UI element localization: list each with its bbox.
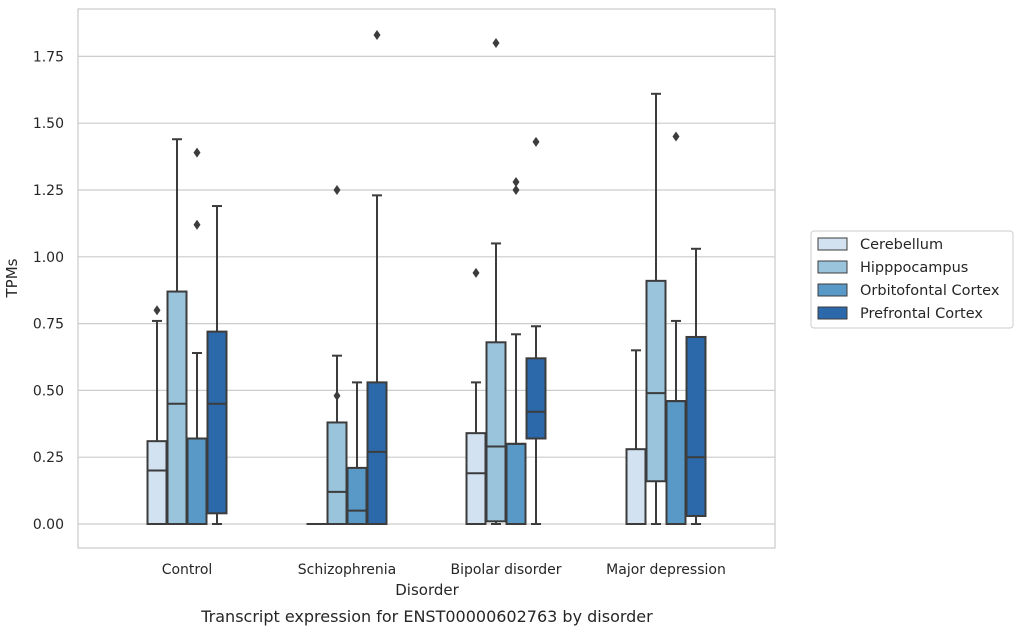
- box-iqr: [625, 448, 647, 525]
- box-iqr: [465, 432, 487, 526]
- x-tick-label: Schizophrenia: [298, 562, 396, 578]
- box-hipppocampus: [326, 185, 348, 525]
- outlier-point: [373, 30, 381, 41]
- outlier-point: [492, 38, 500, 49]
- outlier-point: [193, 219, 201, 230]
- outlier-point: [512, 176, 520, 187]
- legend-swatch: [817, 237, 848, 251]
- box-iqr: [685, 335, 707, 517]
- box-iqr: [166, 290, 188, 526]
- outlier-point: [672, 131, 680, 142]
- box-iqr: [665, 400, 687, 526]
- box-iqr: [525, 357, 547, 440]
- box-cerebellum: [465, 267, 487, 526]
- box-iqr: [146, 440, 168, 525]
- box-iqr: [366, 381, 388, 525]
- box-iqr: [505, 442, 527, 525]
- legend-swatch: [817, 260, 848, 274]
- outlier-point: [472, 267, 480, 278]
- legend-swatch: [817, 306, 848, 320]
- outlier-point: [153, 305, 161, 316]
- y-tick-label: 1.75: [33, 49, 64, 65]
- box-prefrontal-cortex: [525, 136, 547, 525]
- box-prefrontal-cortex: [685, 247, 707, 525]
- legend-label: Cerebellum: [860, 237, 943, 253]
- box-iqr: [645, 279, 667, 483]
- x-tick-label: Control: [162, 562, 213, 578]
- box-orbitofontal-cortex: [505, 176, 527, 525]
- box-hipppocampus: [166, 138, 188, 526]
- plot-frame: [77, 8, 776, 549]
- y-tick-label: 0.75: [33, 317, 64, 333]
- y-tick-labels: 0.00 0.25 0.50 0.75 1.00 1.25 1.50 1.75: [33, 49, 64, 533]
- outlier-point: [512, 185, 520, 195]
- x-axis-label: Disorder: [395, 581, 459, 599]
- legend-frame: [810, 230, 1014, 329]
- y-axis-label: TPMs: [3, 258, 21, 298]
- legend: Cerebellum Hipppocampus Orbitofontal Corte…: [810, 230, 1014, 329]
- box-cerebellum: [146, 305, 168, 525]
- legend-label: Hipppocampus: [860, 260, 968, 276]
- y-tick-label: 1.25: [33, 183, 64, 199]
- outlier-point: [333, 390, 341, 401]
- legend-label: Orbitofontal Cortex: [860, 283, 1000, 299]
- legend-label: Prefrontal Cortex: [860, 306, 983, 322]
- x-tick-label: Major depression: [606, 562, 726, 578]
- outlier-point: [532, 136, 540, 147]
- y-tick-label: 0.00: [33, 517, 64, 533]
- legend-swatch: [817, 283, 848, 297]
- box-iqr: [485, 341, 507, 523]
- y-tick-label: 0.50: [33, 383, 64, 399]
- box-iqr: [326, 421, 348, 525]
- box-hipppocampus: [645, 92, 667, 525]
- box-iqr: [346, 466, 368, 525]
- box-prefrontal-cortex: [206, 205, 228, 525]
- box-plots: [146, 30, 707, 526]
- x-tick-label: Bipolar disorder: [450, 562, 561, 578]
- outlier-point: [193, 147, 201, 158]
- chart-caption: Transcript expression for ENST0000060276…: [200, 607, 653, 626]
- y-tick-label: 1.50: [33, 116, 64, 132]
- box-hipppocampus: [485, 38, 507, 525]
- x-tick-labels: Control Schizophrenia Bipolar disorder Majo…: [162, 562, 726, 578]
- box-iqr: [206, 330, 228, 515]
- box-cerebellum: [625, 349, 647, 525]
- box-prefrontal-cortex: [366, 30, 388, 525]
- outlier-point: [333, 185, 341, 195]
- box-iqr: [186, 437, 208, 525]
- y-tick-label: 0.25: [33, 450, 64, 466]
- y-tick-label: 1.00: [33, 250, 64, 266]
